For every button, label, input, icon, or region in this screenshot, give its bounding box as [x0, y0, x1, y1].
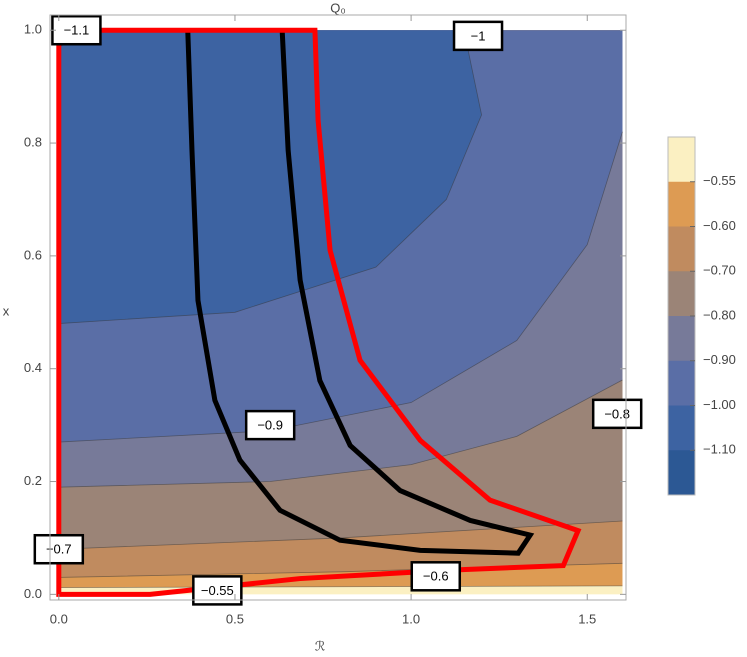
colorbar-tick-label: −0.70	[703, 263, 736, 278]
colorbar-tick-label: −0.80	[703, 307, 736, 322]
colorbar-band	[668, 450, 695, 496]
contour-label-box	[410, 561, 462, 592]
y-tick-label: 0.2	[24, 473, 42, 488]
x-axis-label: ℛ	[315, 638, 325, 653]
contour-line	[58, 131, 623, 443]
contour-label: −0.8	[604, 406, 630, 421]
y-tick-label: 0.8	[24, 134, 42, 149]
contour-label-box	[452, 20, 504, 52]
colorbar-band	[668, 181, 695, 227]
contour-label: −0.55	[201, 583, 234, 598]
x-tick-label: 0.5	[226, 611, 244, 626]
contour-label: −0.7	[46, 542, 72, 557]
contour-label-box	[51, 14, 102, 46]
y-axis-label: x	[3, 303, 10, 318]
contour-line	[58, 379, 623, 488]
x-tick-label: 1.5	[578, 611, 596, 626]
contour-label-box	[591, 398, 643, 430]
colorbar-band	[668, 271, 695, 317]
contour-label-box	[33, 533, 85, 565]
x-tick-label: 0.0	[50, 611, 68, 626]
colorbar-band	[668, 316, 695, 362]
y-tick-label: 0.0	[24, 586, 42, 601]
colorbar-tick-label: −0.90	[703, 352, 736, 367]
curve	[185, 30, 535, 556]
plot-area: −1.1 −1 −0.9 −0.8 −0.7 −0.6 −0.55	[33, 14, 643, 606]
colorbar-band	[668, 137, 695, 183]
colorbar-band	[668, 405, 695, 451]
contour-label-box	[244, 409, 296, 441]
x-tick-label: 1.0	[402, 611, 420, 626]
contour-label: −0.9	[257, 418, 283, 433]
colorbar-tick-label: −0.60	[703, 218, 736, 233]
contour-label: −0.6	[423, 569, 449, 584]
colorbar-band	[668, 226, 695, 272]
y-tick-label: 0.4	[24, 360, 42, 375]
y-tick-label: 0.6	[24, 247, 42, 262]
contour-line	[58, 30, 482, 324]
y-tick-label: 1.0	[24, 22, 42, 37]
contour-line	[58, 585, 623, 588]
contour-label: −1.1	[64, 23, 90, 38]
contour-label: −1	[471, 28, 486, 43]
colorbar-band	[668, 360, 695, 406]
curve	[56, 27, 582, 597]
plot-frame	[49, 14, 627, 601]
colorbar-tick-label: −0.55	[703, 173, 736, 188]
colorbar-tick-label: −1.00	[703, 397, 736, 412]
colorbar-tick-label: −1.10	[703, 442, 736, 457]
chart-title: Q₀	[330, 0, 346, 15]
contour-band	[58, 30, 482, 324]
